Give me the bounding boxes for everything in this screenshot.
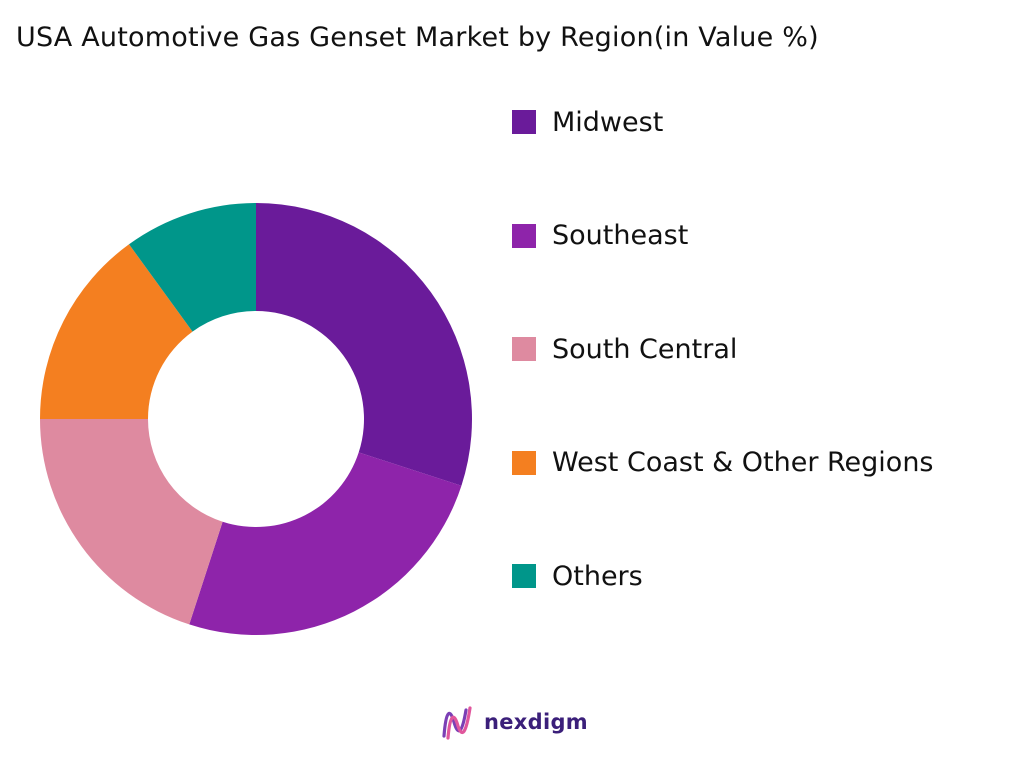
nexdigm-wave-icon [442,706,472,740]
slice-west-coast-other-regions [40,244,193,419]
nexdigm-logo: nexdigm [440,704,588,740]
legend-swatch [512,337,536,361]
legend-item-others: Others [512,552,934,600]
legend-swatch [512,450,536,475]
legend-label: West Coast & Other Regions [552,447,934,478]
slice-midwest [256,203,473,486]
chart-legend: Midwest Southeast South Central West Coast … [512,98,934,666]
logo-text: nexdigm [484,710,588,734]
legend-label: Midwest [552,106,664,138]
legend-label: Others [552,560,643,592]
legend-swatch [512,223,536,248]
slice-others [129,203,256,332]
legend-label: South Central [552,333,738,365]
legend-label: Southeast [552,220,689,251]
slice-southeast [189,452,462,636]
legend-swatch [512,564,536,588]
chart-title: USA Automotive Gas Genset Market by Regi… [16,22,819,53]
legend-item-west-coast-other-regions: West Coast & Other Regions [512,439,934,487]
slice-south-central [40,419,223,625]
legend-swatch [512,110,536,134]
legend-item-south-central: South Central [512,325,934,373]
legend-item-southeast: Southeast [512,212,934,260]
legend-item-midwest: Midwest [512,98,934,146]
